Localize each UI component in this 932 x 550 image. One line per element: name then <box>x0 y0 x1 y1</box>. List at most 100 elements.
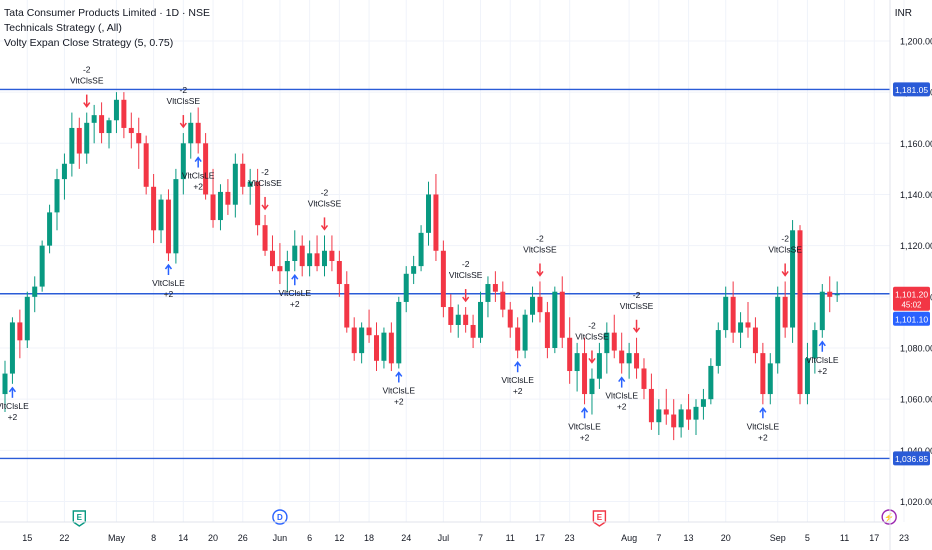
candle-body <box>656 409 662 423</box>
currency-label[interactable]: INR <box>894 8 912 19</box>
candle-body <box>797 230 803 395</box>
candle-body <box>544 312 550 348</box>
event-markers[interactable]: E D E ⚡ <box>72 509 897 527</box>
candle-body <box>351 327 357 354</box>
x-tick-label: 5 <box>805 533 810 543</box>
candle <box>619 332 625 374</box>
candle <box>84 112 90 164</box>
x-tick-label: 17 <box>535 533 545 543</box>
signal-arrow-down-icon <box>588 358 596 364</box>
event-marker[interactable]: E <box>72 510 86 527</box>
long-signal: VltClsLE+2 <box>382 371 415 406</box>
candle-body <box>411 266 417 274</box>
candle-body <box>84 122 90 154</box>
candle-body <box>76 127 82 154</box>
candle <box>359 322 365 364</box>
indicator-technicals-strategy[interactable]: Technicals Strategy (, All) <box>4 22 122 34</box>
signal-arrow-down-icon <box>320 224 329 231</box>
y-tick-label: 1,080.00 <box>900 344 932 354</box>
candle-body <box>32 286 38 297</box>
candle-body <box>559 291 565 338</box>
candle-body <box>180 143 186 180</box>
countdown-text: 45:02 <box>901 300 922 309</box>
x-tick-label: 6 <box>307 533 312 543</box>
x-tick-label: 15 <box>22 533 32 543</box>
candle-body <box>500 291 506 310</box>
candle-body <box>381 332 387 361</box>
candle <box>723 286 729 338</box>
x-tick-label: 12 <box>334 533 344 543</box>
candle <box>589 368 595 415</box>
candle <box>277 243 283 285</box>
candle <box>663 388 669 425</box>
candle-body <box>708 365 714 400</box>
candle <box>374 322 379 372</box>
price-axis[interactable]: 1,020.001,040.001,060.001,080.001,100.00… <box>900 36 932 507</box>
long-signal: VltClsLE+2 <box>182 156 215 192</box>
candle-body <box>151 186 157 231</box>
signal-size: -2 <box>321 187 329 197</box>
time-axis[interactable]: 15 22 May 8 14 20 26 Jun 6 12 18 24 Jul 7 11 17 23 Aug 7 13… <box>22 533 909 543</box>
signal-label: VltClsLE <box>806 355 839 365</box>
long-signal: VltClsLE+2 <box>0 386 29 422</box>
candle <box>2 360 8 412</box>
x-tick-label: 11 <box>506 533 515 543</box>
candle <box>656 399 662 435</box>
candle <box>775 286 781 374</box>
signal-size: +2 <box>290 299 300 309</box>
candle-body <box>440 250 446 308</box>
candle-body <box>403 273 409 302</box>
long-signal: VltClsLE+2 <box>501 360 534 396</box>
indicator-volty-expan-close-strategy[interactable]: Volty Expan Close Strategy (5, 0.75) <box>4 37 174 49</box>
candle-body <box>195 122 201 144</box>
candle <box>61 153 67 200</box>
long-signal: VltClsLE+2 <box>152 263 185 299</box>
candle <box>611 314 617 359</box>
event-marker[interactable]: ⚡ <box>881 509 897 525</box>
candle <box>738 312 744 348</box>
signal-label: VltClsLE <box>182 171 215 181</box>
candle-body <box>329 250 335 261</box>
candle-body <box>812 330 818 359</box>
candle <box>32 276 38 313</box>
signal-label: VltClsSE <box>523 244 557 254</box>
signal-size: +2 <box>580 432 590 442</box>
signal-arrow-down-icon <box>261 204 269 211</box>
candle-body <box>470 324 476 338</box>
candle-body <box>738 322 744 333</box>
event-marker[interactable]: E <box>592 510 607 527</box>
x-tick-label: 24 <box>401 533 411 543</box>
candle-body <box>128 127 134 134</box>
long-signal: VltClsLE+2 <box>747 407 779 442</box>
candle <box>812 322 818 374</box>
x-tick-label: 11 <box>840 533 849 543</box>
y-tick-label: 1,200.00 <box>900 36 932 46</box>
candle-body <box>24 296 30 341</box>
signal-arrow-up-icon <box>759 407 767 413</box>
level-price-tag-text: 1,181.05 <box>895 85 928 95</box>
level-price-tag: 1,181.05 <box>893 82 930 97</box>
candlestick-series <box>2 92 840 441</box>
candle-body <box>188 122 194 144</box>
x-tick-label: 26 <box>238 533 248 543</box>
candle <box>225 179 231 215</box>
event-marker[interactable]: D <box>272 509 288 525</box>
signal-size: -2 <box>83 65 91 75</box>
signal-arrow-up-icon <box>618 376 626 383</box>
signal-label: VltClsLE <box>152 278 185 288</box>
candle <box>106 117 112 149</box>
candle-body <box>173 179 179 254</box>
candle-body <box>9 322 15 374</box>
candle-body <box>455 314 461 325</box>
candle <box>203 133 209 200</box>
candle-body <box>522 314 528 351</box>
symbol-title[interactable]: Tata Consumer Products Limited · 1D · NS… <box>4 7 210 19</box>
candle-body <box>604 332 610 354</box>
candle <box>165 189 171 261</box>
candle <box>113 92 119 134</box>
chart-legend: Tata Consumer Products Limited · 1D · NS… <box>4 6 210 51</box>
